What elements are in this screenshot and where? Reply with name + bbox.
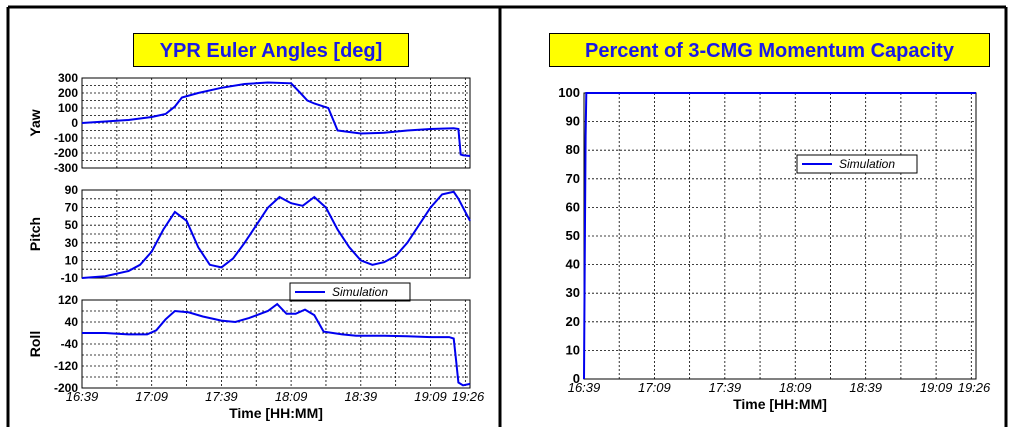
- right-x-axis: 16:39 17:09 17:39 18:09 18:39 19:09 19:26 Time …: [568, 380, 991, 412]
- x-tick-label: 17:09: [638, 380, 671, 395]
- y-tick-label: -100: [54, 131, 78, 145]
- left-panel-title: YPR Euler Angles [deg]: [133, 33, 409, 67]
- legend-box: [796, 154, 918, 174]
- legend: Simulation: [796, 154, 918, 174]
- y-tick-label: 120: [58, 293, 78, 307]
- y-tick-label: 60: [566, 199, 580, 214]
- x-tick-label: 19:09: [414, 389, 447, 404]
- y-tick-label: -120: [54, 359, 78, 373]
- y-tick-label: -40: [61, 337, 79, 351]
- x-tick-label: 18:09: [779, 380, 812, 395]
- x-tick-label: 16:39: [66, 389, 99, 404]
- series-line-simulation: [82, 302, 471, 387]
- y-axis-label: Pitch: [27, 217, 43, 251]
- x-tick-label: 17:39: [709, 380, 742, 395]
- legend-label: Simulation: [332, 285, 388, 299]
- y-tick-label: 200: [58, 86, 78, 100]
- series-line-simulation: [81, 190, 471, 279]
- axes-box: [81, 299, 471, 389]
- x-axis-label: Time [HH:MM]: [229, 405, 323, 421]
- legend: Simulation: [289, 282, 411, 302]
- x-tick-label: 18:39: [345, 389, 378, 404]
- y-tick-label: -10: [61, 271, 79, 285]
- y-tick-label: 90: [566, 114, 580, 129]
- left-x-axis: 16:39 17:09 17:39 18:09 18:39 19:09 19:26 Time …: [66, 389, 485, 421]
- y-tick-label: -200: [54, 146, 78, 160]
- x-tick-label: 17:09: [135, 389, 168, 404]
- plot-1: 90 70 50 30 10 -10 Pitch Simulation: [27, 183, 471, 302]
- plot-2: 120 40 -40 -120 -200 Roll: [27, 293, 471, 395]
- y-tick-label: 10: [566, 342, 580, 357]
- series-line-simulation: [81, 81, 471, 157]
- y-tick-label: 0: [573, 371, 580, 386]
- x-tick-label: 19:26: [452, 389, 485, 404]
- x-tick-label: 18:39: [849, 380, 882, 395]
- series-line-simulation: [583, 92, 976, 380]
- x-tick-label: 16:39: [568, 380, 601, 395]
- y-tick-label: 50: [566, 228, 580, 243]
- right-panel-title: Percent of 3-CMG Momentum Capacity: [549, 33, 990, 67]
- legend-label: Simulation: [839, 157, 895, 171]
- y-tick-label: 70: [65, 201, 79, 215]
- y-tick-label: 80: [566, 142, 580, 157]
- y-tick-label: 0: [71, 116, 78, 130]
- y-tick-label: 100: [558, 85, 580, 100]
- y-tick-label: 70: [566, 171, 580, 186]
- y-tick-label: -200: [54, 381, 78, 395]
- y-tick-label: 100: [58, 101, 78, 115]
- x-tick-label: 17:39: [205, 389, 238, 404]
- x-tick-label: 19:26: [958, 380, 991, 395]
- charts-layer: 3002001000-100-200-300Yaw9070503010-10Pi…: [27, 71, 991, 421]
- y-axis-label: Roll: [27, 331, 43, 357]
- y-tick-label: 30: [65, 236, 79, 250]
- y-tick-label: 90: [65, 183, 79, 197]
- y-tick-label: 10: [65, 253, 79, 267]
- y-tick-label: 50: [65, 218, 79, 232]
- y-tick-label: 20: [566, 314, 580, 329]
- x-axis-label: Time [HH:MM]: [733, 396, 827, 412]
- y-tick-label: 40: [566, 257, 580, 272]
- y-axis-label: Yaw: [27, 109, 43, 136]
- x-tick-label: 19:09: [920, 380, 953, 395]
- x-tick-label: 18:09: [275, 389, 308, 404]
- y-tick-label: -300: [54, 161, 78, 175]
- y-tick-label: 30: [566, 285, 580, 300]
- axes-box: [81, 189, 471, 279]
- y-tick-label: 300: [58, 71, 78, 85]
- legend-box: [289, 282, 411, 302]
- y-tick-label: 40: [65, 315, 79, 329]
